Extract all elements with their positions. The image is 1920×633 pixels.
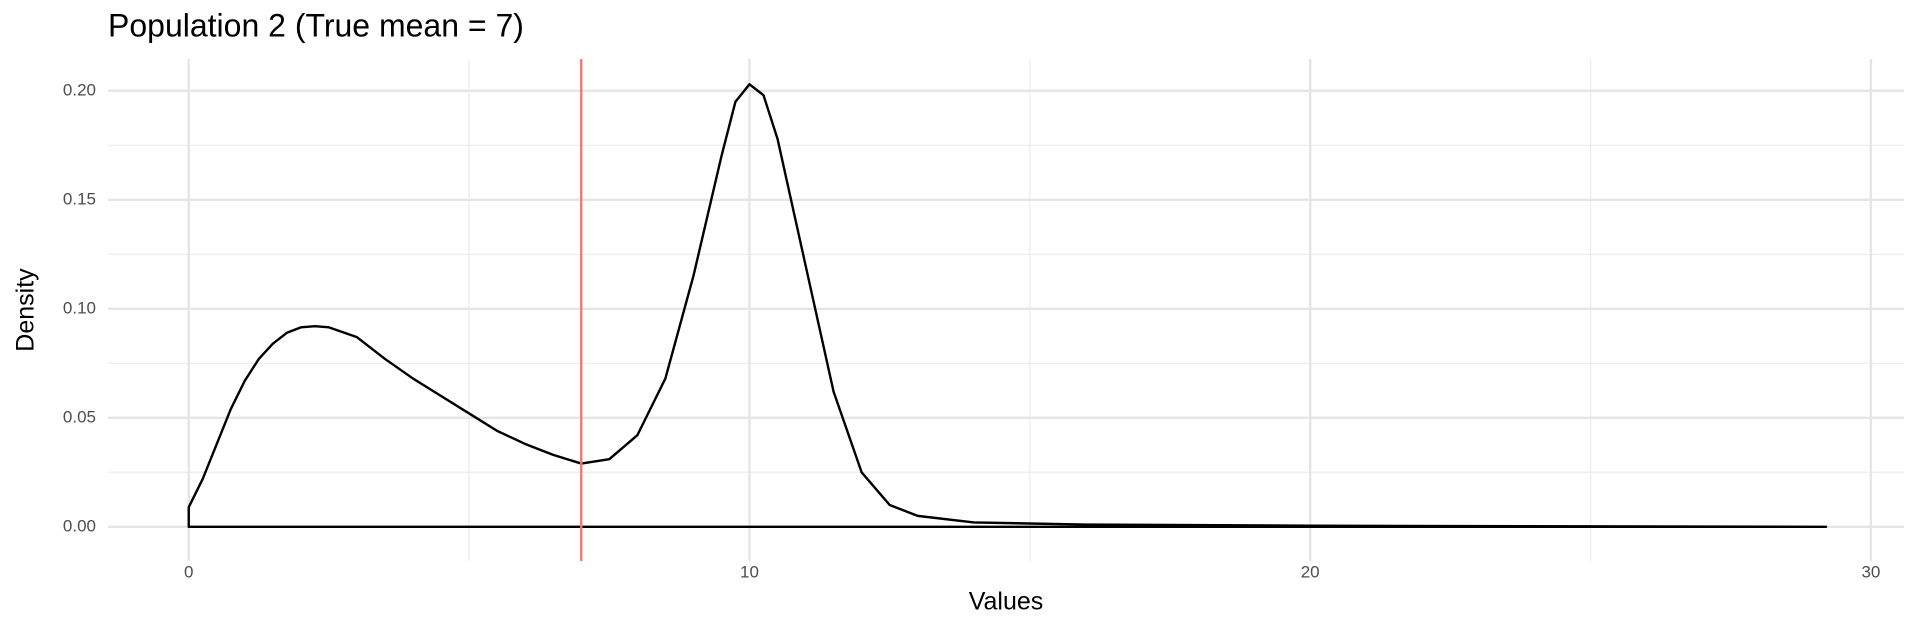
x-tick-label: 30 [1861,562,1880,581]
y-tick-label: 0.10 [63,298,96,317]
x-tick-label: 0 [184,562,193,581]
y-axis-title: Density [12,268,40,352]
x-tick-label: 10 [740,562,759,581]
chart-title: Population 2 (True mean = 7) [108,7,524,43]
y-tick-label: 0.05 [63,407,96,426]
density-line [187,83,1828,528]
x-tick-label: 20 [1301,562,1320,581]
x-axis-title: Values [969,588,1044,616]
y-tick-label: 0.20 [63,80,96,99]
y-tick-label: 0.15 [63,189,96,208]
y-tick-label: 0.00 [63,516,96,535]
